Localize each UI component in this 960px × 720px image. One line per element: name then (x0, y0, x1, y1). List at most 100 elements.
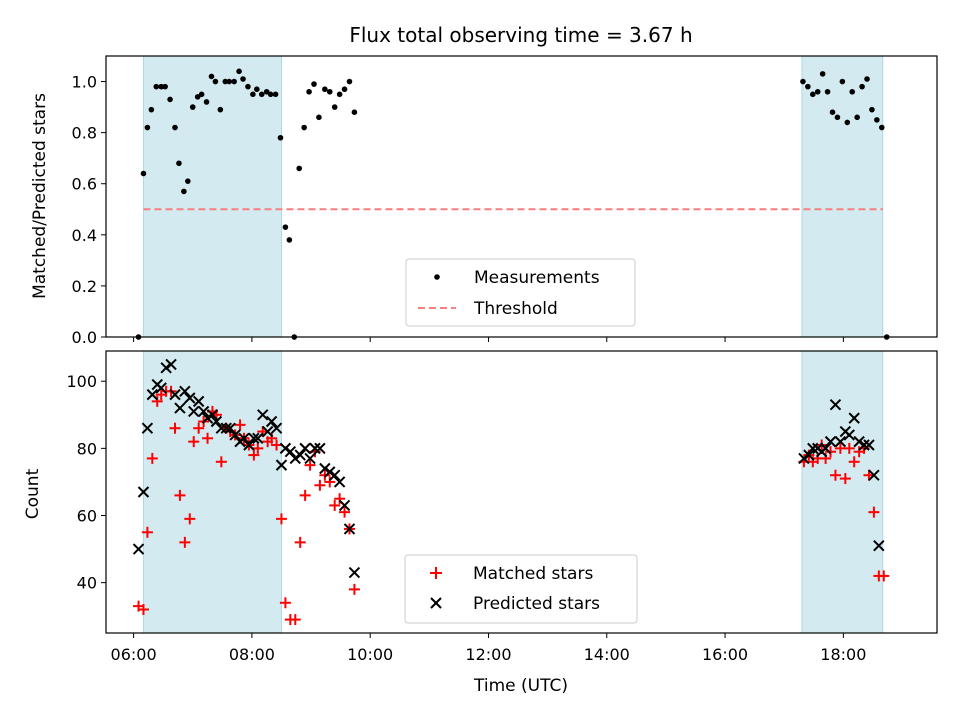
predicted-star-point-31 (275, 459, 288, 471)
top-legend: Measurements Threshold (405, 258, 636, 327)
matched-star-point-58 (848, 456, 860, 468)
predicted-star-point-26 (252, 432, 264, 444)
predicted-star-point-58 (848, 412, 860, 424)
matched-star-point-43 (334, 493, 346, 505)
measurement-point-49 (809, 91, 816, 98)
matched-star-point-1 (137, 604, 149, 615)
predicted-star-point-29 (265, 415, 278, 428)
legend-predicted-marker (430, 597, 442, 609)
bottom-y-tick-label-2: 80 (77, 439, 97, 458)
x-tick-label-3: 12:00 (465, 645, 511, 664)
measurement-point-9 (176, 160, 182, 167)
top-y-axis-label: Matched/Predicted stars (30, 93, 50, 299)
measurement-point-14 (198, 91, 205, 98)
matched-star-point-41 (324, 476, 336, 488)
predicted-star-point-10 (179, 385, 191, 397)
predicted-star-point-36 (299, 442, 311, 455)
predicted-star-point-33 (284, 446, 297, 458)
measurement-point-47 (800, 78, 806, 85)
predicted-star-point-25 (248, 432, 260, 444)
predicted-star-point-48 (803, 449, 815, 461)
measurement-point-11 (185, 178, 191, 184)
predicted-star-point-15 (201, 412, 214, 424)
measurement-point-21 (231, 78, 237, 85)
matched-star-point-2 (141, 526, 153, 538)
measurement-point-26 (254, 86, 260, 93)
x-axis-label: Time (UTC) (473, 676, 568, 696)
predicted-star-point-34 (289, 452, 301, 465)
measurement-point-43 (336, 91, 343, 98)
predicted-star-point-54 (829, 399, 842, 411)
measurement-point-31 (277, 134, 284, 141)
predicted-star-point-2 (141, 422, 154, 434)
matched-star-point-3 (146, 452, 158, 464)
measurement-point-4 (153, 83, 160, 90)
predicted-star-point-19 (220, 422, 232, 434)
top-observing-window-0 (142, 55, 282, 338)
matched-star-point-46 (348, 583, 360, 595)
chart-title: Flux total observing time = 3.67 h (349, 23, 692, 47)
predicted-star-point-59 (853, 435, 865, 448)
bottom-observing-window-0 (142, 350, 282, 634)
predicted-star-point-52 (819, 442, 832, 455)
matched-star-point-22 (234, 419, 246, 431)
measurement-point-55 (839, 78, 846, 85)
measurement-point-58 (854, 114, 860, 121)
matched-star-point-42 (329, 499, 341, 511)
measurement-point-29 (267, 91, 274, 98)
matched-star-point-18 (215, 456, 227, 468)
predicted-star-point-24 (243, 439, 255, 451)
matched-star-point-10 (179, 536, 191, 548)
x-tick-label-4: 14:00 (584, 645, 630, 664)
x-tick-label-1: 08:00 (229, 645, 275, 664)
x-tick-label-0: 06:00 (111, 645, 157, 664)
matched-star-point-11 (184, 513, 196, 525)
predicted-star-point-21 (229, 429, 241, 441)
matched-star-point-12 (188, 436, 200, 448)
predicted-star-point-16 (206, 409, 219, 421)
legend-predicted-label: Predicted stars (473, 594, 600, 614)
top-observing-window-1 (801, 55, 884, 338)
measurement-point-27 (258, 91, 265, 98)
matched-star-point-32 (279, 597, 291, 609)
matched-star-point-25 (248, 449, 260, 461)
bottom-observing-window-1 (801, 350, 884, 634)
legend-matched-marker (430, 567, 442, 579)
measurement-point-61 (869, 106, 875, 113)
measurement-point-40 (322, 86, 328, 93)
measurement-point-25 (250, 91, 256, 98)
predicted-star-point-38 (309, 442, 321, 455)
matched-star-point-4 (151, 395, 163, 407)
matched-star-point-56 (839, 473, 851, 485)
predicted-star-point-27 (257, 409, 269, 421)
measurement-point-33 (286, 237, 293, 243)
predicted-star-point-62 (868, 469, 880, 481)
measurement-point-53 (829, 109, 836, 115)
predicted-star-point-45 (343, 523, 356, 535)
predicted-star-point-18 (215, 422, 228, 434)
measurement-point-12 (189, 104, 196, 110)
predicted-star-point-7 (165, 358, 177, 371)
measurement-point-8 (172, 124, 178, 131)
measurement-point-52 (824, 88, 831, 95)
measurement-point-18 (217, 106, 224, 113)
x-tick-label-5: 16:00 (702, 645, 748, 664)
measurement-point-16 (208, 73, 215, 80)
top-y-tick-label-5: 1.0 (72, 73, 97, 92)
predicted-star-point-28 (261, 425, 274, 438)
measurement-point-42 (331, 104, 338, 110)
predicted-star-point-40 (319, 462, 331, 475)
predicted-star-point-9 (174, 402, 186, 414)
predicted-star-point-42 (328, 469, 341, 481)
predicted-star-point-14 (197, 405, 210, 418)
matched-star-point-36 (299, 489, 311, 501)
predicted-star-point-43 (333, 476, 346, 488)
measurement-point-60 (864, 76, 870, 82)
measurement-point-15 (203, 99, 210, 105)
measurement-point-1 (140, 170, 147, 177)
predicted-star-point-3 (146, 388, 159, 401)
top-y-tick-label-2: 0.4 (72, 226, 97, 245)
matched-star-point-31 (275, 513, 287, 525)
matched-star-point-8 (169, 422, 181, 434)
measurement-point-63 (878, 124, 885, 131)
